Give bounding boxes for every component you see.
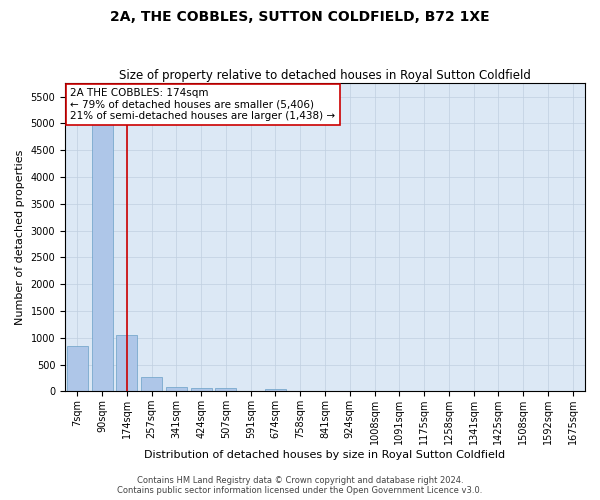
Text: 2A THE COBBLES: 174sqm
← 79% of detached houses are smaller (5,406)
21% of semi-: 2A THE COBBLES: 174sqm ← 79% of detached…: [70, 88, 335, 121]
Bar: [265, 388, 286, 392]
Bar: [166, 387, 187, 392]
Bar: [116, 335, 137, 392]
Bar: [67, 346, 88, 392]
Text: Contains HM Land Registry data © Crown copyright and database right 2024.
Contai: Contains HM Land Registry data © Crown c…: [118, 476, 482, 495]
Bar: [191, 388, 212, 392]
Text: 2A, THE COBBLES, SUTTON COLDFIELD, B72 1XE: 2A, THE COBBLES, SUTTON COLDFIELD, B72 1…: [110, 10, 490, 24]
Y-axis label: Number of detached properties: Number of detached properties: [15, 150, 25, 325]
Bar: [141, 377, 162, 392]
X-axis label: Distribution of detached houses by size in Royal Sutton Coldfield: Distribution of detached houses by size …: [145, 450, 506, 460]
Bar: [92, 96, 113, 392]
Title: Size of property relative to detached houses in Royal Sutton Coldfield: Size of property relative to detached ho…: [119, 69, 531, 82]
Bar: [215, 388, 236, 392]
